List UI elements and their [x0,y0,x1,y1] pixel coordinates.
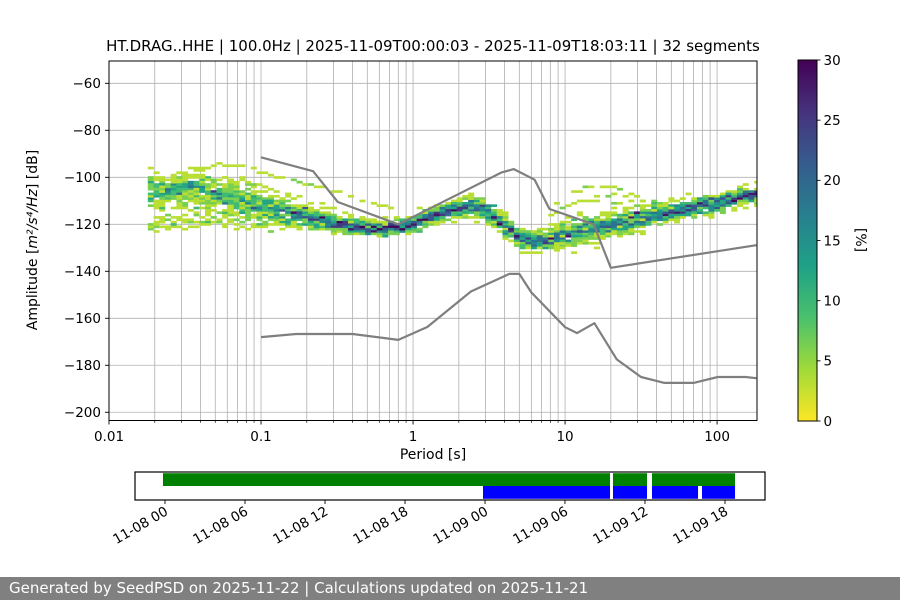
x-axis-label: Period [s] [400,447,466,463]
noise-model-high [260,156,757,269]
timeline-availability-segment [612,473,648,486]
y-tick-label: −80 [73,123,102,139]
colorbar-tick-label: 30 [824,53,841,69]
y-axis-label: Amplitude [m²/s⁴/Hz] [dB] [25,150,41,330]
timeline-availability-segment [651,473,736,486]
colorbar-label: [%] [852,228,868,252]
timeline-tick-label: 11-09 18 [670,504,731,548]
y-tick-label: −120 [64,217,101,233]
timeline-tick-label: 11-09 00 [430,504,491,548]
footer-bar: Generated by SeedPSD on 2025-11-22 | Cal… [0,577,900,600]
colorbar-tick-label: 15 [824,233,841,249]
timeline-used-segment [612,486,648,499]
footer-text: Generated by SeedPSD on 2025-11-22 | Cal… [9,579,589,597]
y-tick-label: −60 [73,76,102,92]
colorbar-tick-label: 25 [824,113,841,129]
timeline-availability-segment [162,473,611,486]
x-tick-label: 0.1 [250,429,271,445]
timeline-tick-label: 11-08 00 [110,504,171,548]
psd-histogram-mesh [147,166,757,254]
timeline-tick-label: 11-08 18 [350,504,411,548]
grid-lines [108,61,757,421]
timeline-used-segment [651,486,699,499]
colorbar: 0 5 10 15 20 25 30 [797,53,841,430]
colorbar-tick-label: 10 [824,293,841,309]
x-tick-label: 1 [409,429,418,445]
timeline-tick-label: 11-09 12 [590,504,651,548]
y-tick-label: −200 [64,405,101,421]
timeline-tick-label: 11-08 12 [270,504,331,548]
chart-title: HT.DRAG..HHE | 100.0Hz | 2025-11-09T00:0… [106,37,760,55]
colorbar-tick-label: 20 [824,173,841,189]
colorbar-tick-label: 5 [824,354,833,370]
axes-ticks-and-labels: 0.01 0.1 1 10 100 −60 −80 −100 −120 −140 −160 −180 −… [64,76,730,445]
timeline-used-segment [483,486,611,499]
availability-timeline: 11-08 00 11-08 06 11-08 12 11-08 18 11-09 00… [110,471,766,548]
x-tick-label: 100 [704,429,730,445]
y-tick-label: −140 [64,264,101,280]
x-tick-label: 0.01 [94,429,124,445]
plot-border [108,60,758,421]
x-tick-label: 10 [556,429,573,445]
noise-model-curves [260,156,757,384]
timeline-tick-label: 11-09 06 [510,504,571,548]
y-tick-label: −100 [64,170,101,186]
y-tick-label: −180 [64,358,101,374]
y-tick-label: −160 [64,311,101,327]
noise-model-low [260,272,757,384]
colorbar-tick-label: 0 [824,414,833,430]
colorbar-gradient [798,60,817,421]
timeline-used-segment [702,486,736,499]
timeline-tick-label: 11-08 06 [190,504,251,548]
